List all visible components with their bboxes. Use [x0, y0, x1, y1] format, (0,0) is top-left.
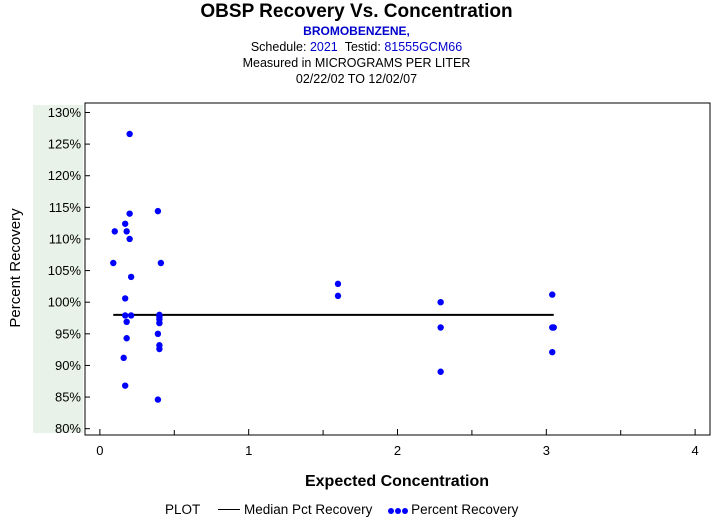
- recovery-point: [110, 259, 117, 267]
- recovery-point: [121, 295, 129, 302]
- recovery-point: [437, 324, 444, 331]
- y-tick-label: 90%: [55, 358, 81, 373]
- x-axis: 0 1 2 3 4: [96, 429, 699, 458]
- recovery-point: [121, 220, 129, 227]
- recovery-point: [154, 396, 162, 403]
- x-tick-label: 3: [543, 443, 550, 458]
- y-axis-label: Percent Recovery: [7, 208, 24, 328]
- y-tick-label: 110%: [49, 231, 82, 246]
- recovery-point: [126, 235, 133, 243]
- recovery-point: [121, 312, 129, 319]
- recovery-point: [549, 291, 556, 298]
- y-tick-label: 105%: [48, 263, 82, 278]
- plot-frame: [84, 102, 711, 436]
- date-range: 02/22/02 TO 12/02/07: [295, 72, 418, 86]
- legend-median-swatch: [218, 508, 241, 510]
- legend: PLOT Median Pct Recovery Percent Recover…: [165, 501, 518, 517]
- x-tick-label: 2: [394, 443, 401, 458]
- compound-name: BROMOBENZENE,: [303, 24, 410, 38]
- testid-value: 81555GCM66: [384, 40, 463, 54]
- recovery-point: [126, 130, 133, 138]
- recovery-point: [549, 348, 556, 356]
- points-layer: [110, 130, 557, 403]
- recovery-point: [437, 368, 444, 375]
- x-tick-label: 4: [692, 443, 699, 458]
- chart-title: OBSP Recovery Vs. Concentration: [200, 1, 513, 22]
- x-tick-label: 0: [96, 443, 103, 458]
- y-tick-label: 85%: [55, 390, 81, 405]
- recovery-point: [123, 335, 130, 342]
- y-tick-label-band: [33, 105, 83, 433]
- recovery-point: [154, 207, 162, 215]
- recovery-point: [127, 312, 135, 319]
- recovery-point: [120, 354, 127, 362]
- recovery-point: [437, 299, 444, 306]
- testid-label: Testid:: [344, 40, 381, 54]
- y-tick-label: 130%: [48, 105, 82, 120]
- recovery-point: [334, 292, 342, 300]
- recovery-point: [334, 280, 342, 288]
- recovery-point: [111, 228, 118, 235]
- recovery-point: [121, 382, 129, 389]
- recovery-point: [123, 228, 130, 235]
- measured-units: Measured in MICROGRAMS PER LITER: [242, 56, 471, 70]
- legend-plot-label: PLOT: [165, 501, 201, 517]
- schedule-label: Schedule:: [250, 40, 307, 54]
- schedule-line: Schedule: 2021 Testid: 81555GCM66: [0, 40, 713, 54]
- x-tick-label: 1: [245, 443, 252, 458]
- y-axis: 80% 85% 90% 95% 100% 105% 110% 115% 120% 125% 130%: [48, 105, 90, 436]
- x-axis-label: Expected Concentration: [305, 473, 489, 490]
- legend-recovery-swatch: [388, 502, 409, 517]
- y-tick-label: 80%: [55, 421, 81, 436]
- recovery-point: [126, 210, 133, 217]
- y-tick-label: 115%: [49, 200, 82, 215]
- recovery-point: [154, 330, 162, 338]
- recovery-point: [156, 319, 163, 327]
- y-tick-label: 125%: [48, 137, 82, 152]
- recovery-point: [157, 259, 165, 267]
- recovery-point: [550, 324, 557, 331]
- recovery-point: [123, 318, 130, 326]
- y-tick-label: 120%: [48, 168, 82, 183]
- y-tick-label: 95%: [55, 326, 81, 341]
- legend-recovery-label: Percent Recovery: [411, 501, 519, 517]
- recovery-point: [156, 345, 163, 353]
- schedule-value: 2021: [309, 40, 338, 54]
- y-tick-band: [33, 105, 83, 433]
- legend-median-label: Median Pct Recovery: [244, 501, 373, 517]
- y-tick-label: 100%: [48, 295, 82, 310]
- recovery-point: [127, 273, 135, 281]
